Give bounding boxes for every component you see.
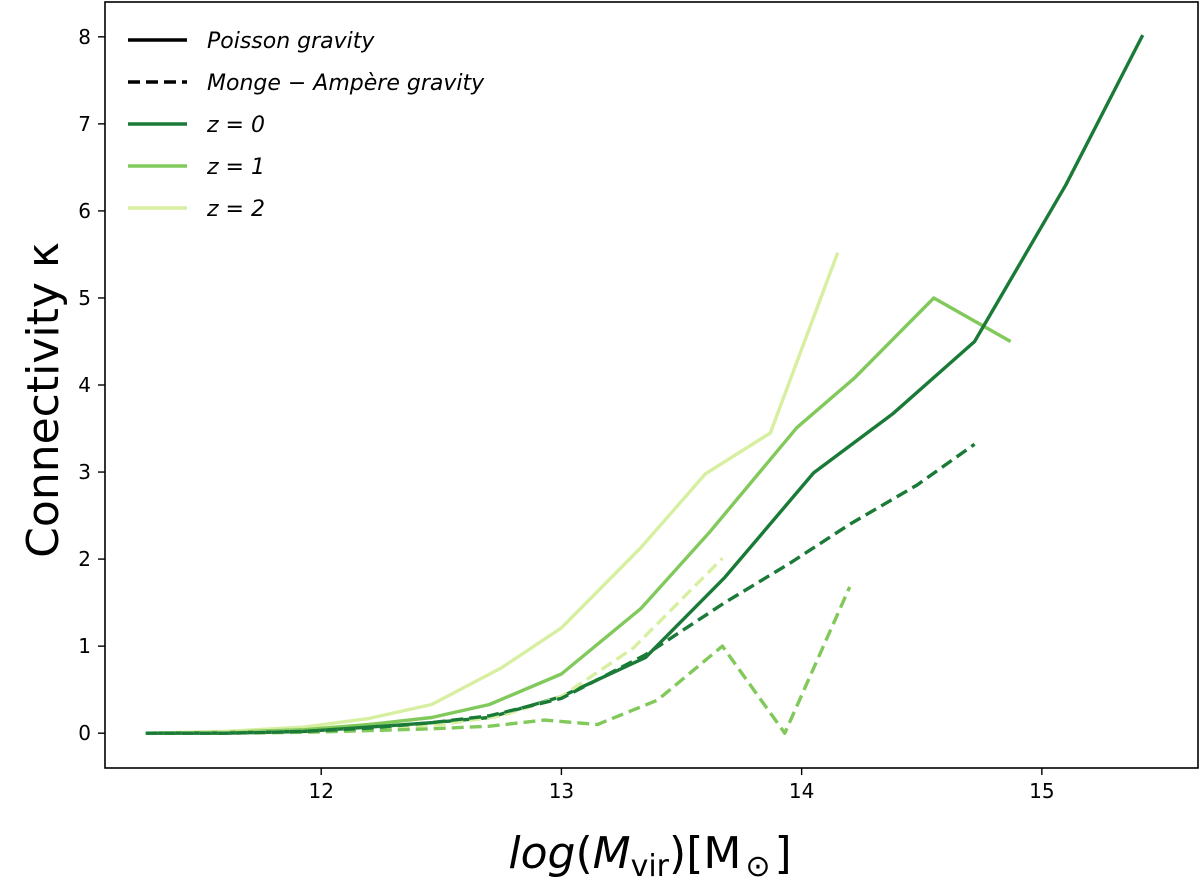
x-tick-label: 14 (789, 779, 814, 803)
series-line-z-0-monge-amp-re (145, 442, 976, 735)
x-tick-label: 15 (1029, 779, 1054, 803)
y-tick-label: 6 (78, 199, 91, 223)
x-tick-label: 13 (549, 779, 574, 803)
x-label-close: ) (669, 828, 686, 879)
y-tick-label: 8 (78, 25, 91, 49)
y-tick-label: 3 (78, 460, 91, 484)
y-axis-ticks: 0 1 2 3 4 5 6 7 8 (78, 25, 105, 745)
y-tick-label: 7 (78, 112, 91, 136)
y-tick-label: 0 (78, 721, 91, 745)
series-line-z-2-monge-amp-re (145, 557, 724, 735)
x-label-unit-open: [ (686, 828, 703, 879)
x-axis-ticks: 12 13 14 15 (308, 768, 1055, 803)
y-tick-label: 4 (78, 373, 91, 397)
x-label-unit-m: M (703, 828, 741, 879)
x-label-unit-close: ] (774, 828, 791, 879)
x-label-unit-sym: ⊙ (745, 849, 770, 880)
x-label-log: log (508, 828, 575, 879)
series-line-z-2-poisson (145, 252, 840, 735)
y-axis-label: Connectivity κ (18, 242, 69, 558)
y-tick-label: 2 (78, 547, 91, 571)
legend-label-2: z = 0 (206, 113, 265, 138)
series-group (145, 34, 1145, 735)
x-label-open: ( (575, 828, 592, 879)
x-tick-label: 12 (308, 779, 333, 803)
legend-label-0: Poisson gravity (207, 29, 375, 54)
y-tick-label: 5 (78, 286, 91, 310)
legend-label-1: Monge − Ampère gravity (207, 71, 485, 96)
y-tick-label: 1 (78, 634, 91, 658)
x-axis-label: log(Mvir)[M ⊙] (508, 828, 791, 880)
x-label-sub: vir (631, 849, 670, 880)
legend: Poisson gravity Monge − Ampère gravity z =… (128, 29, 485, 222)
x-label-m: M (593, 828, 631, 879)
legend-label-3: z = 1 (206, 155, 265, 180)
legend-label-4: z = 2 (206, 197, 265, 222)
